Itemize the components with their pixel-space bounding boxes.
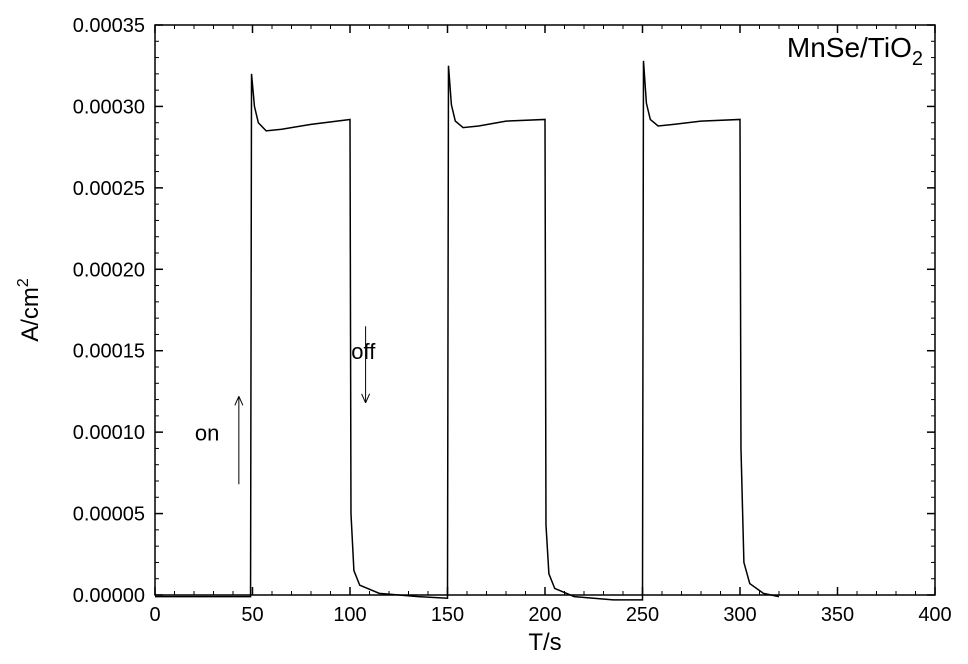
svg-text:0.00005: 0.00005	[73, 504, 145, 526]
svg-text:50: 50	[241, 604, 263, 626]
svg-text:0.00030: 0.00030	[73, 96, 145, 118]
svg-text:T/s: T/s	[528, 629, 561, 656]
svg-text:150: 150	[431, 604, 464, 626]
svg-text:off: off	[351, 339, 376, 364]
svg-text:350: 350	[821, 604, 854, 626]
svg-text:100: 100	[333, 604, 366, 626]
svg-text:0: 0	[149, 604, 160, 626]
svg-text:on: on	[195, 420, 219, 445]
svg-text:0.00010: 0.00010	[73, 422, 145, 444]
svg-text:0.00020: 0.00020	[73, 259, 145, 281]
svg-text:A/cm2: A/cm2	[15, 278, 44, 342]
svg-text:400: 400	[918, 604, 951, 626]
chart-container: 0 50 100 150 200 250 300 350 400 0.00000 0.00005 0.…	[0, 0, 968, 664]
svg-text:0.00015: 0.00015	[73, 341, 145, 363]
svg-text:0.00035: 0.00035	[73, 15, 145, 37]
svg-text:0.00025: 0.00025	[73, 178, 145, 200]
line-chart: 0 50 100 150 200 250 300 350 400 0.00000 0.00005 0.…	[0, 0, 968, 664]
svg-text:250: 250	[626, 604, 659, 626]
svg-text:MnSe/TiO2: MnSe/TiO2	[787, 32, 923, 70]
svg-text:300: 300	[723, 604, 756, 626]
svg-text:200: 200	[528, 604, 561, 626]
svg-text:0.00000: 0.00000	[73, 585, 145, 607]
